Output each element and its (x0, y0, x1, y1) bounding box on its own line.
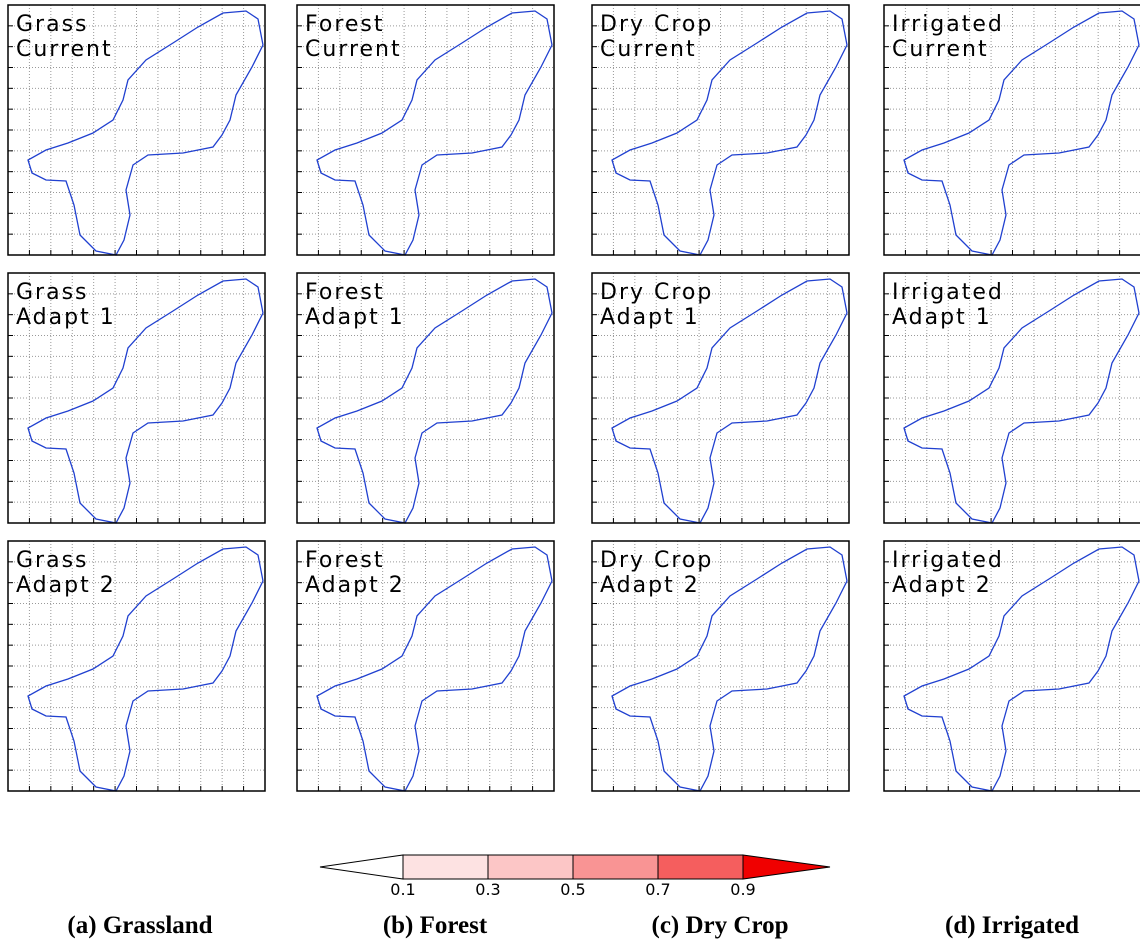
panel-label: Dry Crop (600, 12, 713, 37)
panel-label: Grass (16, 12, 89, 37)
caption: (d) Irrigated (945, 912, 1079, 939)
panel-frame (7, 4, 266, 256)
panel-label: Forest (305, 280, 385, 305)
colorbar-segment (402, 854, 489, 880)
basin-outline (903, 10, 1140, 256)
panel-frame (296, 272, 555, 524)
basin-outline (27, 10, 264, 256)
colorbar-under (319, 854, 404, 880)
colorbar-segment (657, 854, 744, 880)
panel-label: Forest (305, 12, 385, 37)
panel-label: Irrigated (892, 280, 1004, 305)
basin-outline (903, 278, 1140, 524)
colorbar-over (742, 854, 831, 880)
colorbar-tick-label: 0.7 (645, 880, 670, 899)
panel-label: Adapt 2 (16, 573, 116, 598)
panel-label: Adapt 2 (305, 573, 405, 598)
colorbar-tick-label: 0.3 (475, 880, 500, 899)
basin-outline (611, 278, 848, 524)
panel-label: Adapt 1 (892, 305, 992, 330)
caption: (b) Forest (383, 912, 488, 939)
colorbar-tick-label: 0.1 (390, 880, 415, 899)
basin-outline (611, 10, 848, 256)
panel-label: Dry Crop (600, 280, 713, 305)
basin-outline (611, 546, 848, 792)
panel-label: Adapt 2 (892, 573, 992, 598)
panel-label: Adapt 1 (600, 305, 700, 330)
panel-frame (7, 272, 266, 524)
panel-frame (296, 4, 555, 256)
panel-label: Current (892, 37, 989, 62)
basin-outline (27, 278, 264, 524)
panel-frame (883, 4, 1140, 256)
panel-label: Adapt 1 (16, 305, 116, 330)
colorbar-segment (572, 854, 659, 880)
panel-frame (7, 540, 266, 792)
caption: (c) Dry Crop (652, 912, 789, 939)
colorbar-tick-label: 0.5 (560, 880, 585, 899)
panel-label: Irrigated (892, 12, 1004, 37)
panel-label: Grass (16, 548, 89, 573)
panel-frame (883, 540, 1140, 792)
panel-label: Current (305, 37, 402, 62)
panel-label: Irrigated (892, 548, 1004, 573)
basin-outline (316, 10, 553, 256)
basin-outline (27, 546, 264, 792)
panel-frame (591, 540, 850, 792)
panel-label: Adapt 1 (305, 305, 405, 330)
panel-label: Dry Crop (600, 548, 713, 573)
panel-label: Forest (305, 548, 385, 573)
panel-frame (883, 272, 1140, 524)
colorbar-tick-label: 0.9 (730, 880, 755, 899)
basin-outline (316, 546, 553, 792)
panel-label: Current (16, 37, 113, 62)
panel-label: Current (600, 37, 697, 62)
colorbar-segment (487, 854, 574, 880)
panel-frame (591, 272, 850, 524)
panel-label: Grass (16, 280, 89, 305)
basin-outline (903, 546, 1140, 792)
basin-outline (316, 278, 553, 524)
panel-label: Adapt 2 (600, 573, 700, 598)
caption: (a) Grassland (67, 912, 212, 939)
panel-frame (591, 4, 850, 256)
panel-frame (296, 540, 555, 792)
